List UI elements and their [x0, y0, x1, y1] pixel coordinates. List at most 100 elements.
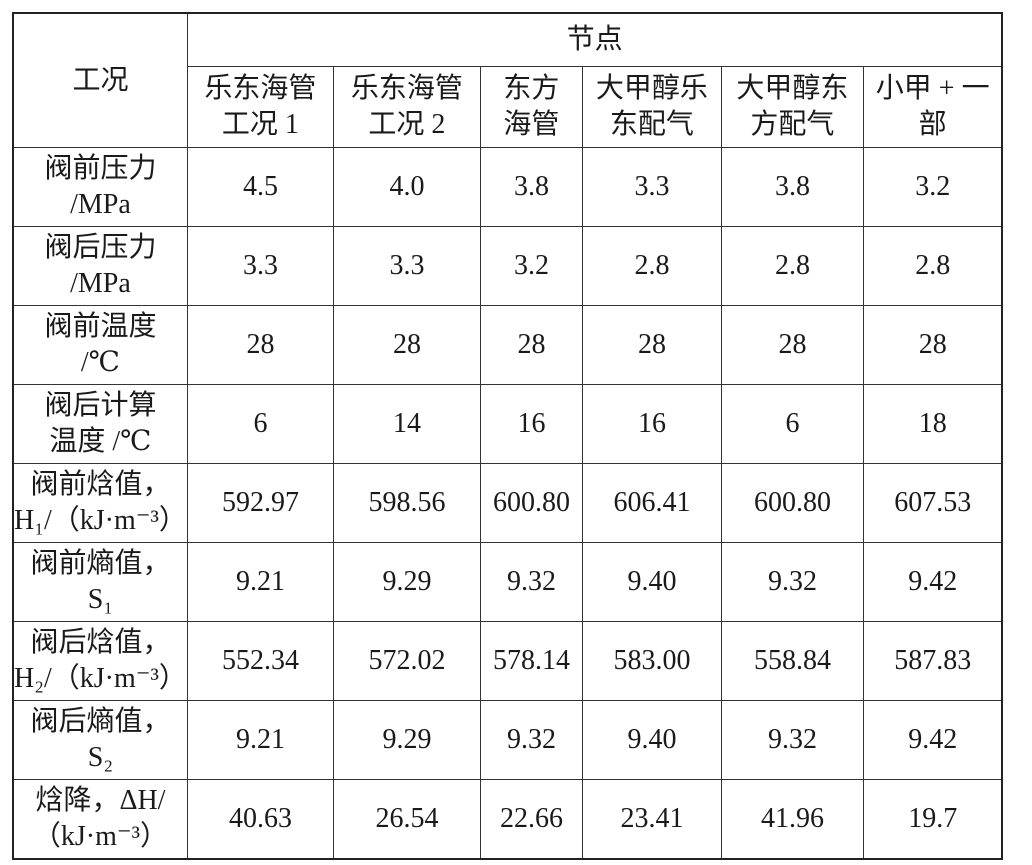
cell-value: 3.3 — [242, 250, 278, 281]
table-cell: 2.8 — [720, 226, 864, 306]
cell-value: 9.40 — [627, 566, 677, 597]
table-cell: 587.83 — [862, 621, 1003, 701]
label-line: /MPa — [70, 189, 131, 220]
cell-value: 19.7 — [908, 803, 958, 834]
cell-value: 9.29 — [382, 724, 432, 755]
table-cell: 19.7 — [862, 779, 1003, 860]
table-cell: 28 — [332, 305, 481, 385]
cell-value: 18 — [918, 408, 947, 439]
table-cell: 9.42 — [862, 542, 1003, 622]
cell-value: 9.29 — [382, 566, 432, 597]
table-cell: 3.3 — [332, 226, 481, 306]
cell-value: 28 — [392, 329, 421, 360]
row-label: 焓降，ΔH/ （kJ·m⁻³） — [12, 779, 188, 860]
cell-value: 9.32 — [506, 566, 556, 597]
cell-value: 28 — [246, 329, 275, 360]
label-line: S₂ — [87, 742, 114, 773]
header-text: 节点 — [566, 24, 623, 55]
table-cell: 3.2 — [862, 147, 1003, 227]
table-row: 阀后焓值， H₂/（kJ·m⁻³） 552.34 572.02 578.14 583.00… — [12, 621, 1003, 701]
cell-value: 22.66 — [499, 803, 563, 834]
table-cell: 6 — [186, 384, 334, 464]
label-line: 焓降，ΔH/ — [35, 785, 166, 816]
table-cell: 2.8 — [581, 226, 722, 306]
cell-value: 2.8 — [634, 250, 670, 281]
group-header: 节点 — [186, 12, 1003, 67]
table-cell: 40.63 — [186, 779, 334, 860]
table-cell: 607.53 — [862, 463, 1003, 543]
cell-value: 28 — [517, 329, 546, 360]
table-cell: 28 — [720, 305, 864, 385]
label-line: /MPa — [70, 268, 131, 299]
label-line: 阀后熵值， — [30, 706, 171, 737]
table-cell: 23.41 — [581, 779, 722, 860]
column-header: 乐东海管 工况 1 — [186, 66, 334, 148]
table-cell: 583.00 — [581, 621, 722, 701]
cell-value: 592.97 — [221, 487, 299, 518]
table-cell: 9.21 — [186, 542, 334, 622]
table-row: 阀前熵值， S₁ 9.21 9.29 9.32 9.40 9.32 9.42 — [12, 542, 1003, 622]
corner-header: 工况 — [12, 12, 188, 148]
header-line: 方配气 — [750, 109, 835, 140]
header-text: 工况 — [72, 64, 129, 96]
cell-value: 28 — [778, 329, 807, 360]
cell-value: 572.02 — [368, 645, 446, 676]
cell-value: 2.8 — [774, 250, 810, 281]
table-cell: 18 — [862, 384, 1003, 464]
cell-value: 40.63 — [228, 803, 292, 834]
label-line: 阀后计算 — [44, 390, 157, 421]
cell-value: 6 — [253, 408, 268, 439]
label-line: 温度 /℃ — [49, 426, 152, 457]
column-header: 东方 海管 — [479, 66, 583, 148]
table-cell: 28 — [581, 305, 722, 385]
table-row: 阀后压力/MPa 3.3 3.3 3.2 2.8 2.8 2.8 — [12, 226, 1003, 306]
label-line: H₂/（kJ·m⁻³） — [14, 663, 187, 694]
cell-value: 26.54 — [375, 803, 439, 834]
label-line: 阀前压力 — [44, 153, 157, 184]
data-table: 工况 节点 乐东海管 工况 1 乐东海管工况 2 东方 海管 大甲醇乐东配气 大甲醇东 方配气… — [12, 12, 1004, 860]
table-cell: 9.29 — [332, 542, 481, 622]
table-cell: 28 — [862, 305, 1003, 385]
cell-value: 9.32 — [506, 724, 556, 755]
table-cell: 3.2 — [479, 226, 583, 306]
table-row: 阀前压力/MPa 4.5 4.0 3.8 3.3 3.8 3.2 — [12, 147, 1003, 227]
header-line: 工况 2 — [368, 109, 446, 140]
cell-value: 3.3 — [634, 171, 670, 202]
table-cell: 3.3 — [581, 147, 722, 227]
label-line: 阀前熵值， — [30, 548, 171, 579]
table-cell: 2.8 — [862, 226, 1003, 306]
table-cell: 16 — [581, 384, 722, 464]
table-cell: 9.32 — [720, 542, 864, 622]
cell-value: 28 — [637, 329, 666, 360]
header-line: 东配气 — [609, 109, 694, 140]
row-label: 阀前压力/MPa — [12, 147, 188, 227]
cell-value: 16 — [637, 408, 666, 439]
table-cell: 578.14 — [479, 621, 583, 701]
table-cell: 41.96 — [720, 779, 864, 860]
cell-value: 9.42 — [908, 724, 958, 755]
cell-value: 558.84 — [753, 645, 831, 676]
row-label: 阀后计算温度 /℃ — [12, 384, 188, 464]
table-cell: 572.02 — [332, 621, 481, 701]
table-cell: 22.66 — [479, 779, 583, 860]
header-line: 小甲 + 一 — [875, 73, 990, 104]
cell-value: 552.34 — [221, 645, 299, 676]
table-cell: 600.80 — [720, 463, 864, 543]
table-cell: 592.97 — [186, 463, 334, 543]
header-line: 大甲醇乐 — [595, 73, 708, 104]
table-row: 阀前焓值， H₁/（kJ·m⁻³） 592.97 598.56 600.80 606.41… — [12, 463, 1003, 543]
header-line: 乐东海管 — [350, 73, 463, 104]
header-line: 东方 — [503, 73, 560, 104]
cell-value: 598.56 — [368, 487, 446, 518]
row-label: 阀前熵值， S₁ — [12, 542, 188, 622]
cell-value: 583.00 — [613, 645, 691, 676]
row-label: 阀后焓值， H₂/（kJ·m⁻³） — [12, 621, 188, 701]
cell-value: 9.21 — [235, 566, 285, 597]
cell-value: 3.8 — [513, 171, 549, 202]
cell-value: 28 — [918, 329, 947, 360]
cell-value: 3.2 — [915, 171, 951, 202]
column-header: 大甲醇东 方配气 — [720, 66, 864, 148]
cell-value: 4.5 — [242, 171, 278, 202]
cell-value: 9.42 — [908, 566, 958, 597]
